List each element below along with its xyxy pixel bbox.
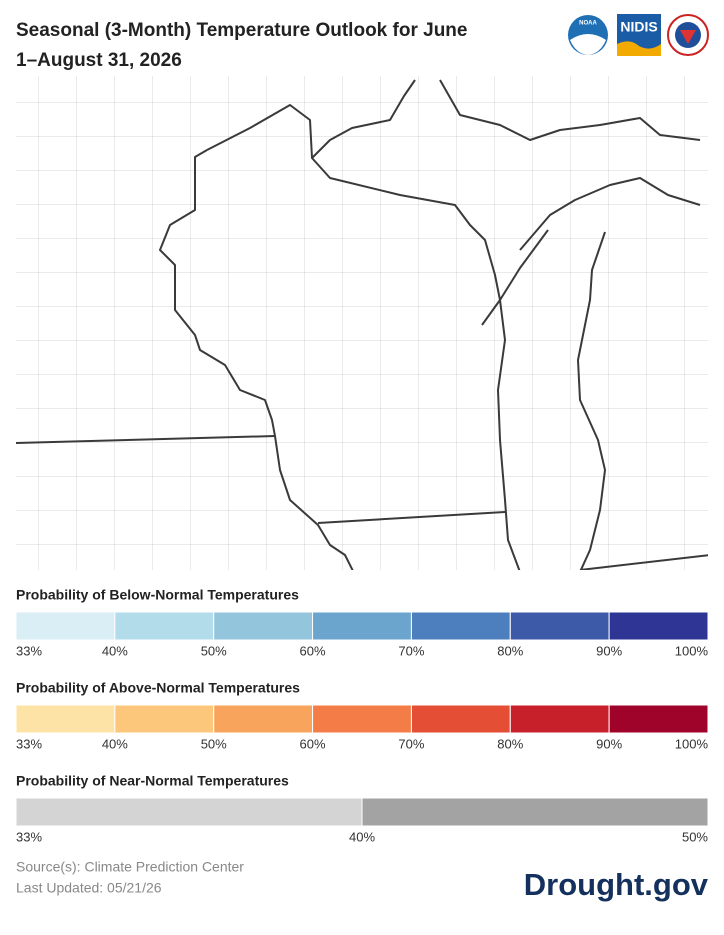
- legend-swatch: [361, 797, 709, 827]
- legend-label: 50%: [201, 643, 227, 658]
- legend-swatch: [15, 797, 363, 827]
- legend-swatch: [608, 611, 709, 641]
- legend-label: 80%: [497, 643, 523, 658]
- legend-label: 70%: [398, 643, 424, 658]
- legend-swatch: [213, 704, 314, 734]
- source-text: Source(s): Climate Prediction Center: [16, 859, 244, 875]
- map: [16, 76, 708, 570]
- logo-text: NIDIS: [620, 19, 657, 35]
- legend-swatch: [410, 704, 511, 734]
- legend-swatch: [608, 704, 709, 734]
- legend-swatch: [410, 611, 511, 641]
- legend-label: 70%: [398, 736, 424, 751]
- legend-label: 100%: [675, 643, 709, 658]
- legend-label: 100%: [675, 736, 709, 751]
- legend-label: 33%: [16, 736, 42, 751]
- legend-swatch: [509, 611, 610, 641]
- legend-label: 60%: [300, 736, 326, 751]
- legend-label: 40%: [102, 736, 128, 751]
- legend-swatch: [312, 704, 412, 734]
- legend-label: 80%: [497, 736, 523, 751]
- legend-title: Probability of Above-Normal Temperatures: [16, 680, 300, 696]
- legend-swatch: [312, 611, 412, 641]
- legend-label: 90%: [596, 643, 622, 658]
- updated-text: Last Updated: 05/21/26: [16, 880, 162, 896]
- title-line: Seasonal (3-Month) Temperature Outlook f…: [16, 20, 467, 41]
- legend-swatch: [509, 704, 610, 734]
- legend-swatch: [15, 704, 116, 734]
- brand: Drought.gov: [524, 867, 709, 902]
- legend-label: 33%: [16, 643, 42, 658]
- legend-label: 33%: [16, 829, 42, 844]
- legend-label: 90%: [596, 736, 622, 751]
- legend-label: 40%: [349, 829, 375, 844]
- legend-label: 50%: [682, 829, 708, 844]
- legend-title: Probability of Below-Normal Temperatures: [16, 587, 299, 603]
- legend-swatch: [114, 611, 215, 641]
- title-line: 1–August 31, 2026: [16, 50, 182, 71]
- nidis-logo: NIDIS: [617, 14, 661, 56]
- legend-swatch: [15, 611, 116, 641]
- legend-label: 50%: [201, 736, 227, 751]
- legend-label: 40%: [102, 643, 128, 658]
- logo-text: NOAA: [579, 21, 597, 27]
- nws-logo: [667, 14, 709, 56]
- legend-swatch: [213, 611, 314, 641]
- legend-label: 60%: [300, 643, 326, 658]
- legend-title: Probability of Near-Normal Temperatures: [16, 773, 289, 789]
- legends: Probability of Below-Normal Temperatures…: [15, 587, 709, 844]
- legend-swatch: [114, 704, 215, 734]
- noaa-logo: NOAA: [568, 15, 608, 55]
